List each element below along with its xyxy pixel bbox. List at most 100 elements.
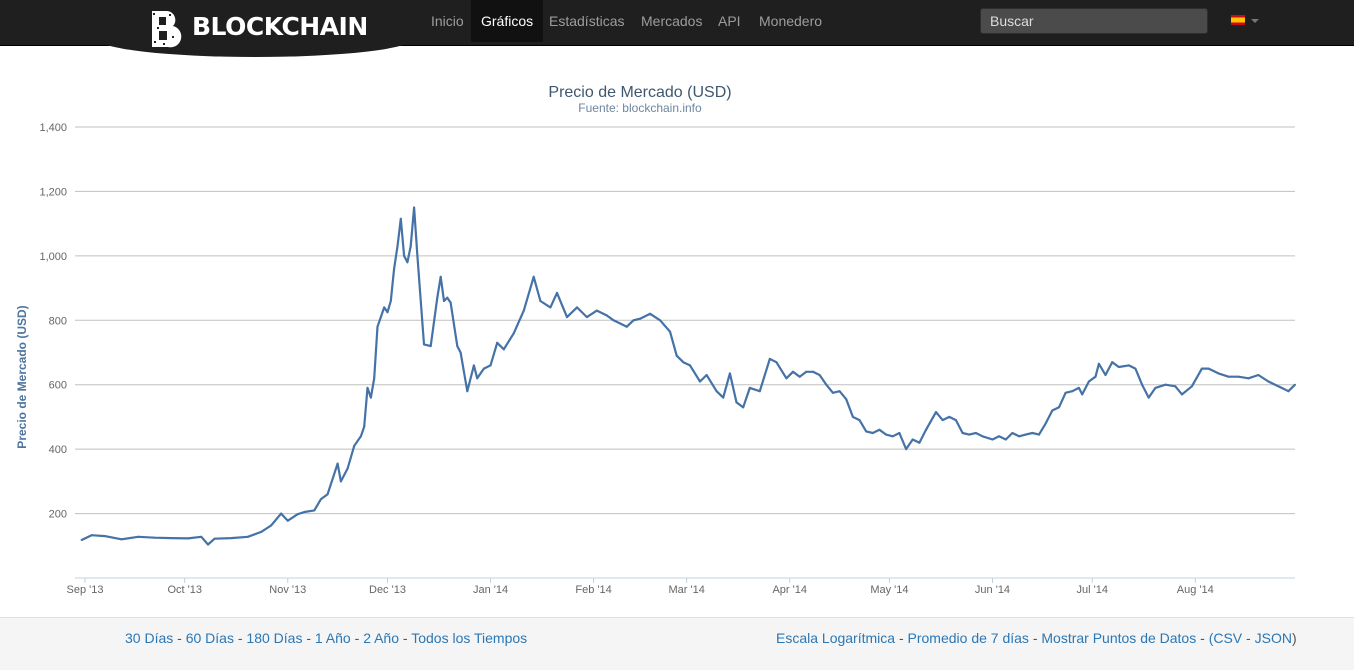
data-point	[612, 319, 615, 322]
x-tick-label: Feb '14	[575, 584, 611, 596]
data-point	[80, 539, 83, 541]
data-point	[532, 275, 535, 278]
x-tick-label: Jan '14	[473, 584, 508, 596]
y-tick-label: 200	[49, 509, 67, 521]
data-point	[270, 524, 273, 527]
data-point	[389, 300, 392, 302]
data-point	[482, 367, 485, 370]
data-point	[1294, 383, 1296, 386]
data-point	[865, 430, 868, 433]
data-point	[399, 217, 402, 220]
data-point	[1011, 432, 1014, 434]
data-point	[170, 537, 173, 540]
data-point	[858, 419, 861, 422]
data-point	[459, 351, 462, 354]
nav-item-mercados[interactable]: Mercados	[641, 13, 703, 29]
data-point	[871, 432, 874, 434]
nav-item-graficos[interactable]: Gráficos	[471, 0, 544, 42]
data-point	[1257, 374, 1260, 376]
range-2-year-link[interactable]: 2 Año	[363, 630, 400, 646]
brand-logo[interactable]: BLOCKCHAIN	[97, 0, 413, 57]
y-axis-ticks: 200 400 600 800 1,000 1,200 1,400	[39, 122, 67, 521]
y-tick-label: 1,200	[39, 186, 67, 198]
range-180-days-link[interactable]: 180 Días	[246, 630, 303, 646]
y-axis-label: Precio de Mercado (USD)	[15, 305, 29, 448]
language-selector[interactable]	[1231, 15, 1261, 27]
nav-item-estadisticas[interactable]: Estadísticas	[549, 13, 625, 29]
export-csv-link[interactable]: CSV	[1213, 630, 1243, 646]
data-point	[699, 380, 701, 383]
seven-day-average-link[interactable]: Promedio de 7 días	[907, 630, 1029, 646]
x-tick-label: Aug '14	[1177, 584, 1214, 596]
log-scale-link[interactable]: Escala Logarítmica	[776, 630, 896, 646]
data-point	[336, 462, 339, 465]
data-point	[1247, 377, 1250, 380]
chart-options-footer: 30 Días - 60 Días - 180 Días - 1 Año - 2…	[0, 617, 1354, 670]
spain-flag-icon	[1231, 15, 1245, 25]
data-point	[373, 377, 376, 380]
data-point	[1207, 367, 1210, 370]
data-point	[549, 306, 552, 309]
data-point	[1237, 375, 1240, 378]
data-point	[403, 254, 406, 257]
x-tick-label: Jun '14	[975, 584, 1010, 596]
x-axis-ticks: Sep '13 Oct '13 Nov '13 Dec '13 Jan '14 Feb '…	[66, 578, 1214, 596]
data-point	[576, 306, 578, 309]
nav-item-inicio[interactable]: Inicio	[431, 13, 464, 29]
data-point	[1147, 396, 1150, 399]
top-navbar: BLOCKCHAIN Inicio Gráficos Estadísticas …	[0, 0, 1354, 57]
data-point	[669, 330, 671, 333]
data-point	[768, 357, 771, 360]
data-point	[260, 530, 263, 533]
data-point	[689, 364, 691, 367]
data-point	[1111, 361, 1114, 364]
data-point	[941, 419, 944, 422]
chevron-down-icon	[1251, 19, 1259, 23]
data-point	[838, 390, 841, 393]
data-point	[735, 401, 738, 404]
data-point	[213, 537, 216, 540]
data-point	[383, 306, 386, 309]
grid-lines	[75, 126, 1295, 515]
data-point	[619, 322, 622, 325]
data-point	[935, 411, 937, 414]
data-point	[905, 448, 908, 451]
range-all-time-link[interactable]: Todos los Tiempos	[411, 630, 528, 646]
data-point	[845, 398, 848, 401]
data-point	[705, 374, 708, 376]
data-point	[396, 245, 399, 248]
range-60-days-link[interactable]: 60 Días	[185, 630, 234, 646]
export-json-link[interactable]: JSON	[1254, 630, 1292, 646]
data-point	[1031, 432, 1034, 434]
data-point	[472, 364, 475, 367]
data-point	[1024, 433, 1027, 436]
data-point	[187, 537, 189, 540]
brand-name: BLOCKCHAIN	[192, 12, 368, 41]
data-point	[423, 343, 425, 346]
data-point	[595, 309, 598, 312]
data-point	[878, 428, 881, 431]
data-point	[925, 428, 927, 431]
data-point	[406, 261, 409, 264]
show-data-points-link[interactable]: Mostrar Puntos de Datos	[1041, 630, 1197, 646]
data-point	[120, 538, 123, 541]
data-point	[1267, 380, 1270, 383]
x-tick-label: Oct '13	[167, 584, 202, 596]
data-point	[758, 390, 761, 393]
range-30-days-link[interactable]: 30 Días	[125, 630, 174, 646]
data-point	[885, 433, 888, 436]
data-point	[1217, 372, 1220, 375]
data-point	[353, 444, 356, 447]
chart-title: Precio de Mercado (USD)	[548, 84, 731, 101]
nav-item-monedero[interactable]: Monedero	[759, 13, 823, 29]
data-point	[659, 319, 662, 322]
data-point	[1018, 435, 1021, 438]
range-1-year-link[interactable]: 1 Año	[314, 630, 351, 646]
data-point	[449, 301, 452, 304]
data-point	[443, 300, 445, 302]
nav-item-api[interactable]: API	[718, 13, 741, 29]
search-input[interactable]	[980, 8, 1208, 34]
data-point	[991, 438, 994, 441]
data-point	[1044, 422, 1047, 425]
data-point	[851, 415, 854, 418]
